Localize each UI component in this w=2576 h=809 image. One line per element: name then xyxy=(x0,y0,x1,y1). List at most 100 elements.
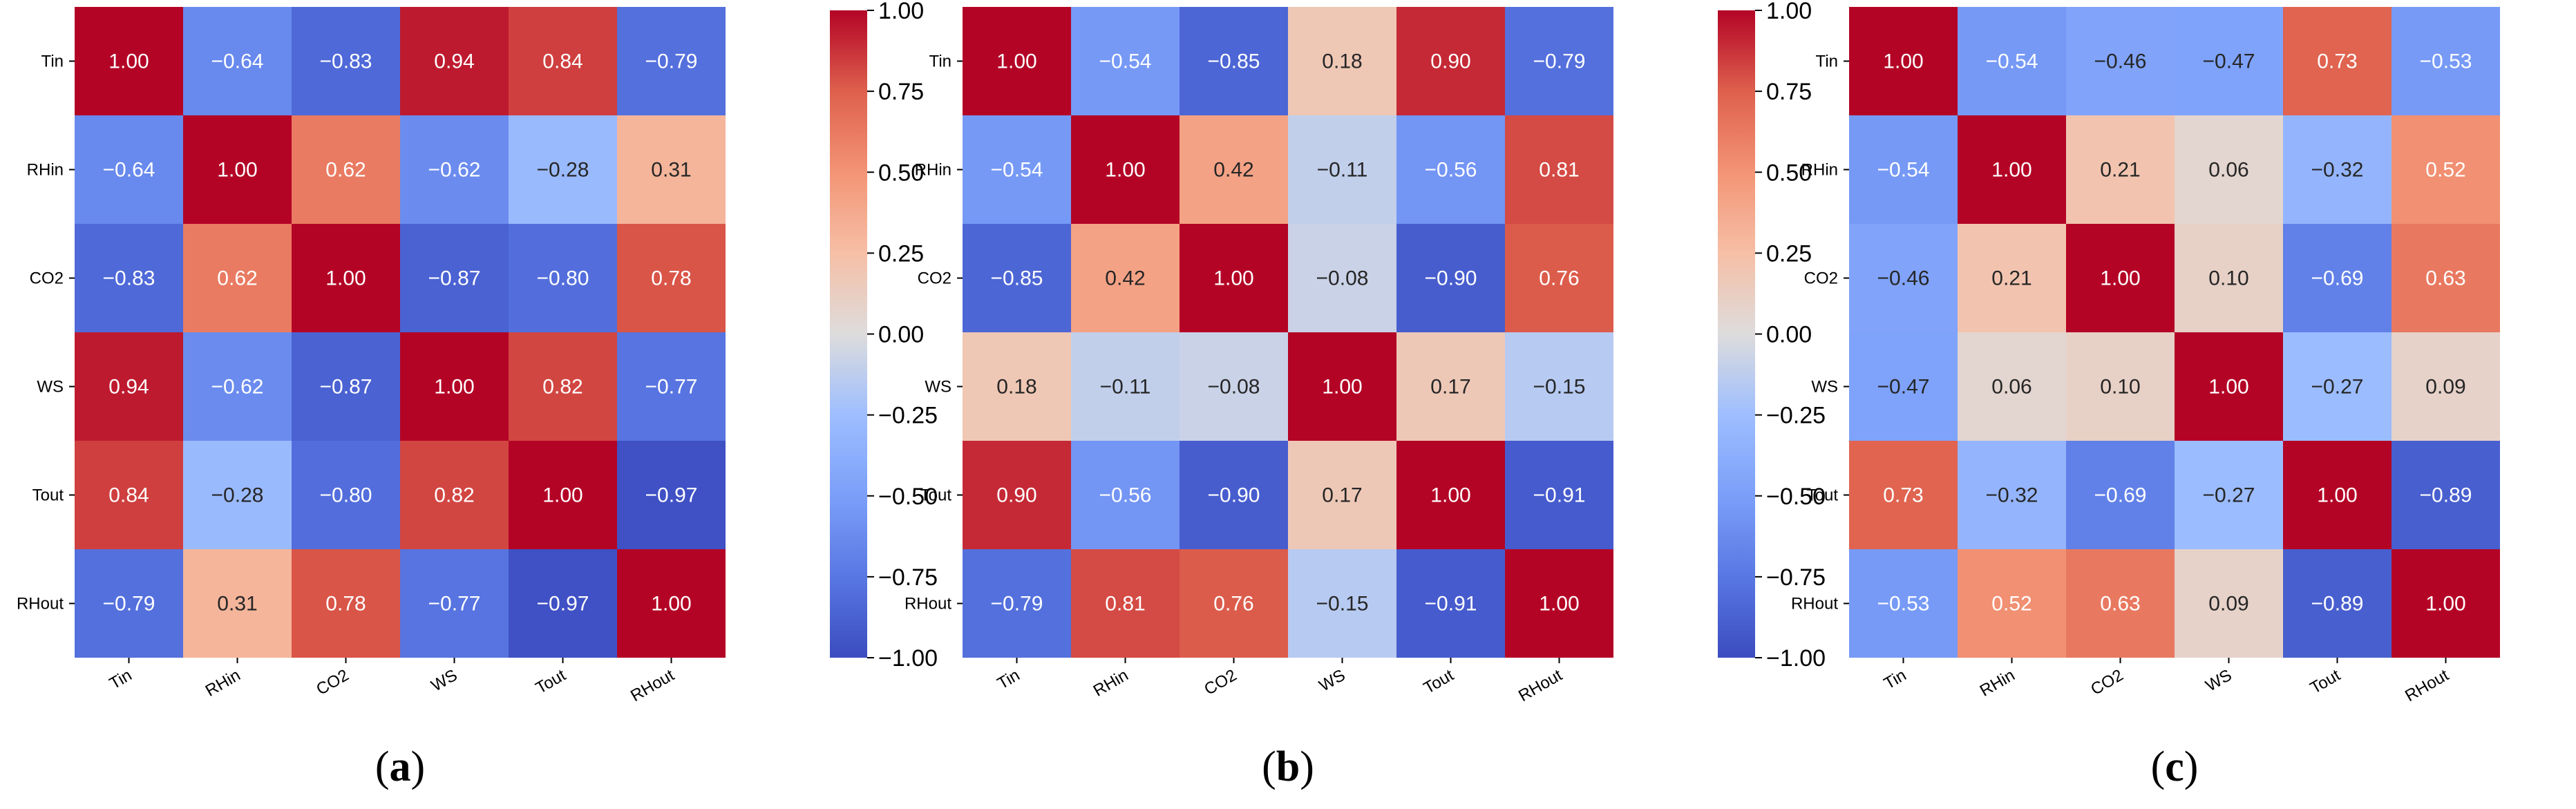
cell-value-label: 1.00 xyxy=(217,159,257,182)
row-label-RHout: RHout xyxy=(1791,595,1838,613)
cell-value-label: 1.00 xyxy=(1322,376,1362,399)
heatmap-cell-CO2-RHin xyxy=(1071,224,1180,332)
heatmap-cell-RHout-Tin xyxy=(1849,549,1958,658)
heatmap-cell-RHin-Tout xyxy=(1396,115,1505,224)
heatmap-cell-RHout-RHin xyxy=(183,549,292,658)
cell-value-label: −0.80 xyxy=(537,267,589,290)
heatmap-cell-RHout-RHin xyxy=(1071,549,1180,658)
heatmap-cell-RHout-CO2 xyxy=(292,549,400,658)
heatmap-cell-WS-Tin xyxy=(963,332,1071,441)
heatmap-cell-RHin-Tin xyxy=(75,115,183,224)
cell-value-label: −0.97 xyxy=(537,593,589,616)
heatmap-cell-RHin-WS xyxy=(400,115,509,224)
heatmap-panel-b: 1.00 −0.54 −0.85 0.18 0.90 −0.79 −0.54 1.00 0.42… xyxy=(905,0,1826,790)
col-label-Tin: Tin xyxy=(1881,666,1910,694)
heatmap-cell-WS-RHin xyxy=(1071,332,1180,441)
colorbar-tick-label: −0.75 xyxy=(1766,564,1826,591)
cell-value-label: −0.32 xyxy=(2311,159,2364,182)
cell-value-label: 1.00 xyxy=(108,50,149,73)
cell-value-label: −0.91 xyxy=(1533,484,1586,507)
cell-value-label: 1.00 xyxy=(1539,593,1579,616)
heatmap-cell-RHin-RHout xyxy=(617,115,726,224)
heatmap-cell-Tout-Tout xyxy=(1396,441,1505,549)
heatmap-cell-CO2-CO2 xyxy=(2066,224,2175,332)
row-label-WS: WS xyxy=(37,378,64,397)
col-label-Tout: Tout xyxy=(533,666,569,698)
cell-value-label: −0.62 xyxy=(211,376,264,399)
cell-value-label: 1.00 xyxy=(2100,267,2140,290)
row-label-Tout: Tout xyxy=(1807,486,1839,505)
heatmap-cell-CO2-RHout xyxy=(2392,224,2500,332)
cell-value-label: −0.47 xyxy=(2203,50,2255,73)
heatmap-cell-Tin-RHin xyxy=(183,7,292,115)
col-label-Tin: Tin xyxy=(994,666,1023,694)
colorbar-tick-label: −0.75 xyxy=(878,564,938,591)
cell-value-label: −0.27 xyxy=(2203,484,2255,507)
heatmap-cell-CO2-CO2 xyxy=(1180,224,1288,332)
heatmap-cell-RHin-Tin xyxy=(1849,115,1958,224)
cell-value-label: 1.00 xyxy=(325,267,366,290)
heatmap-cell-RHin-RHin xyxy=(1958,115,2066,224)
cell-value-label: 0.18 xyxy=(1322,50,1362,73)
cell-value-label: 0.18 xyxy=(996,376,1036,399)
heatmap-cell-Tin-CO2 xyxy=(1180,7,1288,115)
colorbar-tick-label: −0.50 xyxy=(1766,484,1826,510)
cell-value-label: 0.62 xyxy=(217,267,257,290)
cell-value-label: −0.54 xyxy=(1099,50,1152,73)
cell-value-label: −0.85 xyxy=(991,267,1043,290)
heatmap-cell-CO2-Tout xyxy=(2283,224,2392,332)
cell-value-label: 0.78 xyxy=(325,593,366,616)
heatmap-cell-RHout-RHout xyxy=(1505,549,1613,658)
cell-value-label: −0.56 xyxy=(1099,484,1152,507)
colorbar-tick-label: 0.00 xyxy=(878,322,924,348)
heatmap-cell-WS-CO2 xyxy=(292,332,400,441)
heatmap-cell-RHin-RHin xyxy=(183,115,292,224)
col-label-Tout: Tout xyxy=(1421,666,1457,698)
cell-value-label: −0.85 xyxy=(1208,50,1260,73)
cell-value-label: −0.80 xyxy=(320,484,372,507)
cell-value-label: 0.21 xyxy=(2100,159,2140,182)
col-label-CO2: CO2 xyxy=(313,666,352,699)
col-label-RHin: RHin xyxy=(1090,666,1132,701)
cell-value-label: 1.00 xyxy=(2208,376,2248,399)
colorbar-tick-label: −0.25 xyxy=(1766,403,1826,429)
heatmap-cell-Tout-WS xyxy=(1288,441,1396,549)
colorbar-tick-label: 0.75 xyxy=(878,79,924,105)
heatmap-cell-RHout-RHout xyxy=(617,549,726,658)
cell-value-label: −0.46 xyxy=(2094,50,2147,73)
cell-value-label: −0.77 xyxy=(645,376,698,399)
colorbar-tick-label: −1.00 xyxy=(878,645,938,672)
heatmap-cell-RHin-CO2 xyxy=(2066,115,2175,224)
cell-value-label: −0.87 xyxy=(428,267,481,290)
heatmap-cell-Tin-WS xyxy=(2175,7,2283,115)
heatmap-cell-WS-RHout xyxy=(1505,332,1613,441)
cell-value-label: −0.89 xyxy=(2311,593,2364,616)
heatmap-cell-Tout-WS xyxy=(400,441,509,549)
cell-value-label: −0.87 xyxy=(320,376,372,399)
cell-value-label: −0.47 xyxy=(1877,376,1930,399)
cell-value-label: 0.62 xyxy=(325,159,366,182)
cell-value-label: −0.53 xyxy=(1877,593,1930,616)
heatmap-cell-CO2-RHout xyxy=(1505,224,1613,332)
cell-value-label: 0.09 xyxy=(2208,593,2248,616)
colorbar-tick-label: −0.25 xyxy=(878,403,938,429)
colorbar-tick-label: 0.50 xyxy=(1766,160,1812,186)
cell-value-label: −0.62 xyxy=(428,159,481,182)
cell-value-label: 0.82 xyxy=(434,484,474,507)
heatmap-panel-a: 1.00 −0.64 −0.83 0.94 0.84 −0.79 −0.64 1.00 0.62… xyxy=(17,0,938,790)
cell-value-label: 1.00 xyxy=(1213,267,1253,290)
row-label-Tout: Tout xyxy=(920,486,952,505)
heatmap-cell-Tin-Tin xyxy=(963,7,1071,115)
heatmap-cell-CO2-Tin xyxy=(963,224,1071,332)
cell-value-label: 1.00 xyxy=(2425,593,2465,616)
cell-value-label: −0.79 xyxy=(103,593,155,616)
heatmap-cell-CO2-Tin xyxy=(75,224,183,332)
heatmap-cell-Tout-RHin xyxy=(1958,441,2066,549)
cell-value-label: 0.42 xyxy=(1105,267,1145,290)
cell-value-label: 0.73 xyxy=(2317,50,2357,73)
heatmap-cell-CO2-WS xyxy=(400,224,509,332)
cell-value-label: 0.09 xyxy=(2425,376,2465,399)
heatmap-cell-WS-RHout xyxy=(617,332,726,441)
heatmap-cell-WS-RHin xyxy=(183,332,292,441)
col-label-RHin: RHin xyxy=(202,666,244,701)
